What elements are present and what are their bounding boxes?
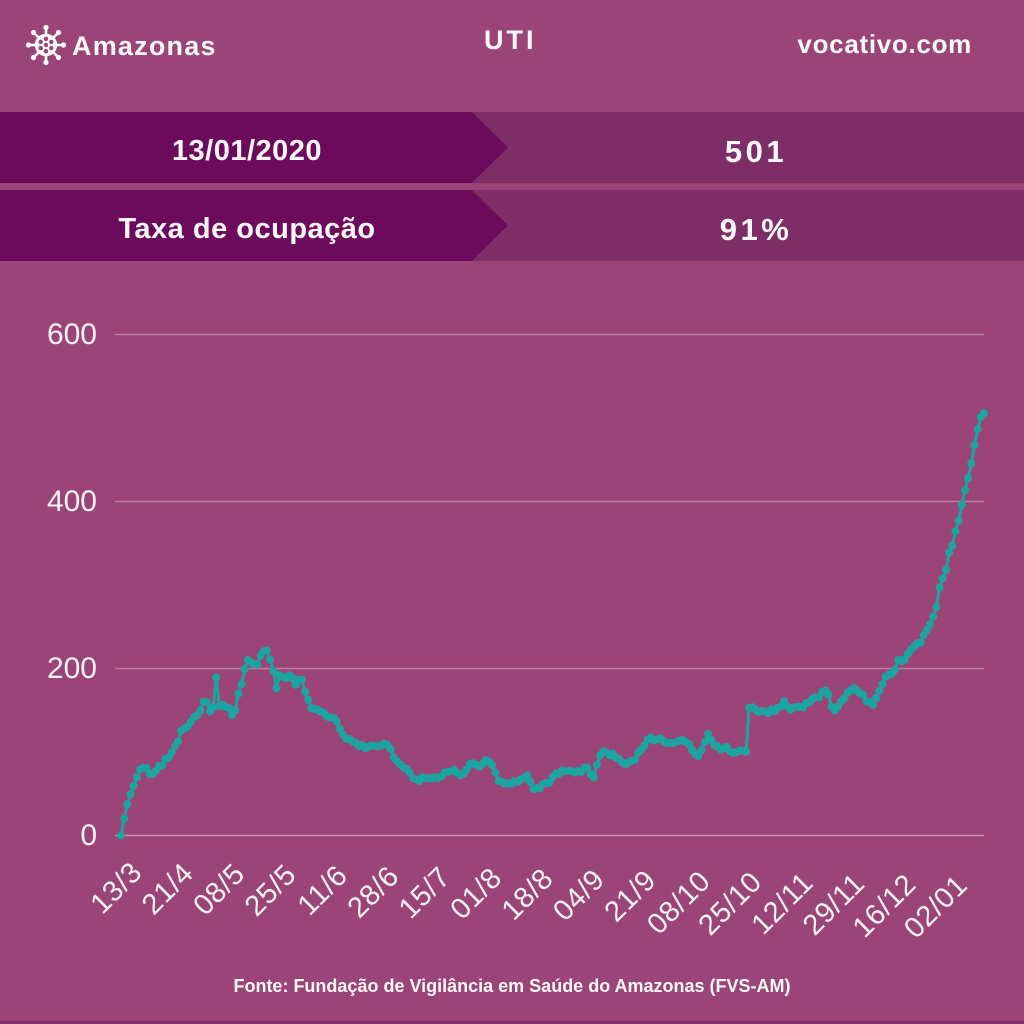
svg-text:01/8: 01/8 xyxy=(444,862,508,926)
svg-text:18/8: 18/8 xyxy=(496,863,560,927)
svg-text:28/6: 28/6 xyxy=(342,860,406,924)
svg-text:21/4: 21/4 xyxy=(136,857,200,921)
svg-text:200: 200 xyxy=(47,652,97,685)
svg-text:400: 400 xyxy=(47,485,97,518)
svg-text:13/3: 13/3 xyxy=(85,856,149,920)
svg-text:11/6: 11/6 xyxy=(292,860,354,922)
svg-text:600: 600 xyxy=(47,318,97,351)
svg-text:15/7: 15/7 xyxy=(393,861,457,925)
svg-text:25/5: 25/5 xyxy=(239,859,303,923)
svg-text:04/9: 04/9 xyxy=(547,864,611,928)
svg-text:08/5: 08/5 xyxy=(187,858,251,922)
svg-text:0: 0 xyxy=(80,819,97,852)
